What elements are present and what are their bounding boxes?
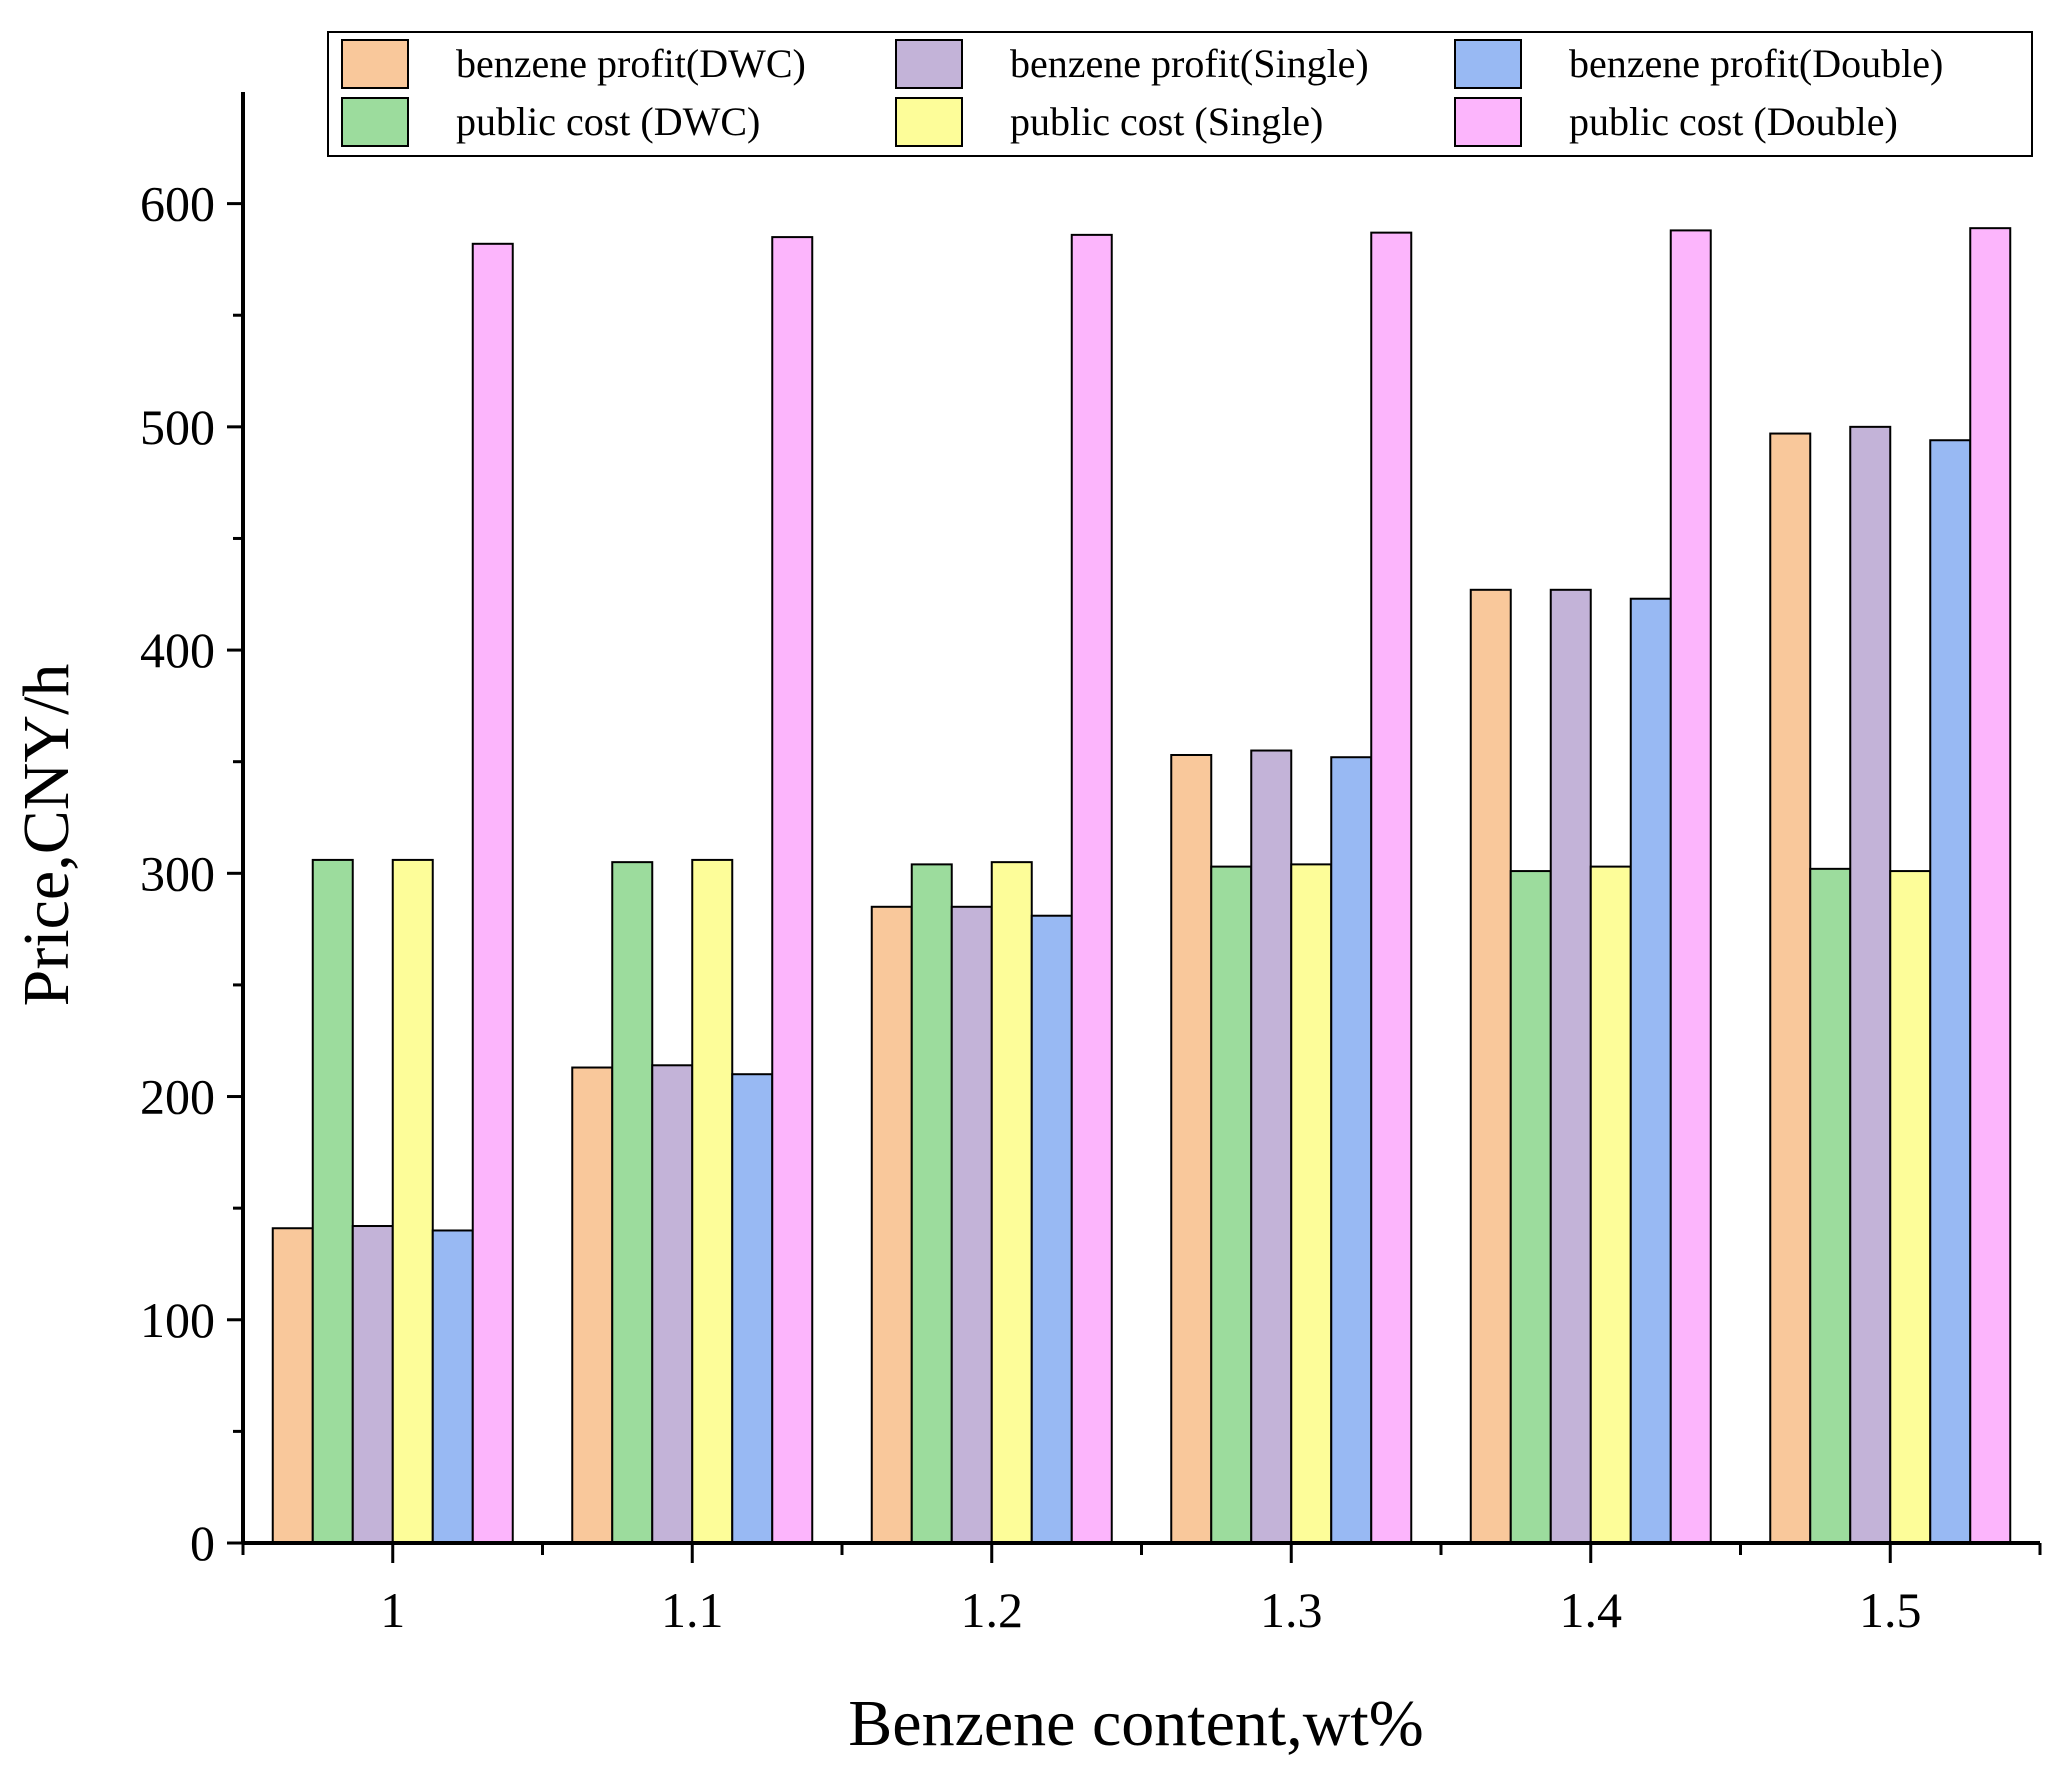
bar-4-3	[1330, 756, 1373, 1544]
y-tick-label: 500	[140, 399, 215, 455]
x-tick-label: 1.5	[1859, 1582, 1922, 1638]
bar-5-4	[1669, 229, 1712, 1544]
bar-2-3	[1250, 749, 1293, 1544]
x-tick-label: 1.1	[661, 1582, 724, 1638]
x-tick-label: 1.4	[1560, 1582, 1623, 1638]
bar-4-0	[431, 1229, 474, 1544]
bar-4-2	[1030, 914, 1073, 1544]
bar-2-1	[651, 1064, 694, 1544]
bar-1-0	[311, 858, 354, 1544]
bar-2-2	[950, 905, 993, 1544]
y-tick-label: 100	[140, 1292, 215, 1348]
legend-label-3: public cost (DWC)	[456, 99, 760, 144]
bar-3-1	[691, 858, 734, 1544]
legend-swatch-4	[895, 97, 963, 147]
bar-4-4	[1629, 597, 1672, 1544]
x-tick-label: 1.3	[1260, 1582, 1323, 1638]
bar-5-1	[771, 236, 814, 1545]
bar-2-4	[1549, 588, 1592, 1544]
x-axis-title: Benzene content,wt%	[848, 1687, 1423, 1760]
y-tick-label: 300	[140, 845, 215, 901]
legend-label-0: benzene profit(DWC)	[456, 41, 806, 86]
legend-label-5: public cost (Double)	[1569, 99, 1898, 144]
bar-1-4	[1509, 870, 1552, 1544]
bar-0-0	[271, 1227, 314, 1544]
y-axis-title: Price,CNY/h	[10, 664, 83, 1007]
bar-1-1	[611, 861, 654, 1544]
legend-label-4: public cost (Single)	[1010, 99, 1323, 144]
y-tick-label: 600	[140, 176, 215, 232]
bar-5-3	[1370, 231, 1413, 1545]
bar-0-3	[1170, 753, 1213, 1544]
bar-3-2	[990, 861, 1033, 1544]
bar-3-5	[1889, 870, 1932, 1544]
bar-0-1	[571, 1066, 614, 1544]
legend-swatch-3	[341, 97, 409, 147]
bar-0-5	[1769, 432, 1812, 1544]
legend-swatch-5	[1454, 97, 1522, 147]
bar-4-5	[1929, 439, 1972, 1544]
bar-3-3	[1290, 863, 1333, 1544]
bar-0-2	[870, 905, 913, 1544]
bar-1-3	[1210, 865, 1253, 1544]
bars-layer	[271, 227, 2012, 1545]
legend-label-1: benzene profit(Single)	[1010, 41, 1369, 86]
y-tick-label: 0	[190, 1515, 215, 1571]
bar-4-1	[731, 1073, 774, 1544]
y-tick-label: 400	[140, 622, 215, 678]
x-tick-label: 1	[380, 1582, 405, 1638]
legend-label-2: benzene profit(Double)	[1569, 41, 1943, 86]
x-tick-label: 1.2	[961, 1582, 1024, 1638]
y-tick-label: 200	[140, 1069, 215, 1125]
legend-swatch-0	[341, 39, 409, 89]
bar-0-4	[1469, 588, 1512, 1544]
axes-layer: 0 100 200 300 400 500 600 1 1.1 1.2 1.3 1.4 1.5	[140, 92, 2042, 1638]
bar-3-4	[1589, 865, 1632, 1544]
bar-3-0	[391, 858, 434, 1544]
legend-swatch-1	[895, 39, 963, 89]
bar-1-2	[910, 863, 953, 1544]
bar-5-2	[1070, 233, 1113, 1545]
bar-1-5	[1809, 867, 1852, 1544]
bar-2-5	[1849, 425, 1892, 1544]
bar-5-5	[1969, 227, 2012, 1544]
bar-2-0	[351, 1225, 394, 1545]
bar-5-0	[471, 242, 514, 1545]
legend-box	[327, 31, 2033, 157]
legend: benzene profit(DWC) benzene profit(Single…	[327, 31, 2033, 157]
legend-swatch-2	[1454, 39, 1522, 89]
